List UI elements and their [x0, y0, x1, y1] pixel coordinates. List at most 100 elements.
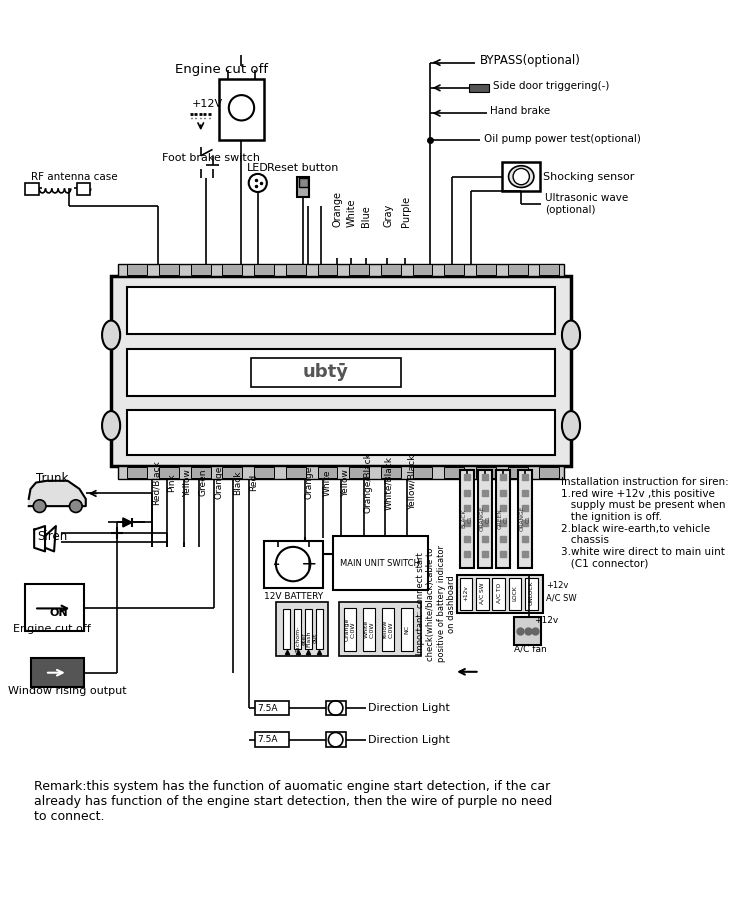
Bar — [128, 287, 555, 334]
Text: Oil pump power test(optional): Oil pump power test(optional) — [484, 133, 641, 144]
Bar — [469, 85, 489, 93]
Bar — [496, 470, 510, 568]
Bar — [264, 541, 323, 588]
Bar — [381, 265, 400, 275]
Bar — [503, 162, 540, 191]
Bar — [286, 467, 306, 478]
Text: White/Black: White/Black — [385, 455, 394, 509]
Bar — [444, 265, 464, 275]
Text: BLACK
C1: BLACK C1 — [461, 509, 472, 528]
Bar — [276, 602, 328, 656]
Bar — [382, 608, 394, 651]
Bar — [350, 467, 369, 478]
Text: Direction Light: Direction Light — [368, 703, 450, 713]
Bar — [508, 467, 527, 478]
Circle shape — [70, 500, 82, 512]
Bar — [476, 467, 496, 478]
Text: +12v: +12v — [534, 616, 558, 625]
Text: 12V BATTERY: 12V BATTERY — [263, 592, 322, 601]
Bar — [400, 608, 413, 651]
Text: Green: Green — [199, 469, 208, 496]
Text: Direction Light: Direction Light — [368, 734, 450, 744]
Ellipse shape — [102, 320, 120, 349]
Bar — [251, 357, 400, 387]
Text: LED: LED — [247, 163, 268, 173]
Bar — [118, 264, 564, 276]
Bar — [539, 467, 560, 478]
Bar — [350, 265, 369, 275]
Bar — [460, 578, 472, 610]
Text: Installation instruction for siren:
1.red wire +12v ,this positive
   supply mus: Installation instruction for siren: 1.re… — [561, 477, 729, 569]
Bar — [298, 178, 307, 187]
Text: +12V: +12V — [192, 99, 223, 109]
Bar — [304, 609, 312, 649]
Text: A/C TO: A/C TO — [496, 583, 501, 603]
Bar — [111, 276, 571, 466]
Circle shape — [33, 500, 46, 512]
Bar — [25, 584, 84, 631]
Polygon shape — [123, 518, 132, 527]
Text: Red: Red — [249, 474, 258, 491]
Ellipse shape — [562, 320, 580, 349]
Text: Yellow
C:0W: Yellow C:0W — [382, 619, 394, 639]
Text: Red/Black: Red/Black — [152, 460, 160, 505]
Bar — [255, 733, 290, 747]
Bar — [457, 575, 543, 613]
Text: ON: ON — [49, 608, 68, 618]
Text: Important: connect start
check(white/black)cable to
positive of battery indicato: Important: connect start check(white/bla… — [416, 545, 456, 662]
Text: White: White — [347, 199, 357, 228]
Text: Pink: Pink — [167, 473, 176, 492]
Text: Blue: Blue — [362, 205, 371, 228]
Bar — [460, 470, 474, 568]
Bar — [128, 265, 147, 275]
Text: Orange: Orange — [214, 466, 223, 500]
Bar — [514, 617, 542, 644]
Bar — [381, 467, 400, 478]
Ellipse shape — [102, 411, 120, 440]
Text: BYPASS(optional): BYPASS(optional) — [479, 54, 580, 68]
Text: Orange: Orange — [304, 466, 313, 500]
Bar — [286, 265, 306, 275]
Bar — [317, 265, 338, 275]
Ellipse shape — [509, 166, 534, 187]
Text: Engine cut off: Engine cut off — [175, 62, 268, 76]
Text: Ultrasonic wave
(optional): Ultrasonic wave (optional) — [544, 193, 628, 214]
Text: UNLOCK: UNLOCK — [529, 580, 534, 605]
Bar — [294, 609, 302, 649]
Bar — [297, 176, 309, 196]
Bar — [444, 467, 464, 478]
Text: Purple: Purple — [401, 196, 411, 228]
Bar — [190, 467, 211, 478]
Text: Foot brake switch: Foot brake switch — [162, 154, 260, 164]
Text: RF antenna case: RF antenna case — [31, 172, 117, 182]
Text: A/C SW: A/C SW — [480, 582, 484, 604]
Polygon shape — [28, 481, 86, 506]
Text: Gray: Gray — [383, 204, 393, 228]
Text: Yellow: Yellow — [184, 469, 193, 497]
Bar — [159, 265, 179, 275]
Text: Yellow: Yellow — [341, 469, 350, 497]
Text: Orange
C:0W: Orange C:0W — [345, 617, 355, 641]
Text: White
C:0W: White C:0W — [364, 620, 374, 638]
Bar — [255, 701, 290, 716]
Bar — [32, 658, 84, 688]
Text: ORANGE
C1: ORANGE C1 — [520, 506, 530, 532]
Circle shape — [513, 168, 529, 184]
Bar — [254, 467, 274, 478]
Bar — [190, 265, 211, 275]
Text: ORANGE
C1: ORANGE C1 — [479, 506, 490, 532]
Bar — [128, 467, 147, 478]
Bar — [219, 79, 264, 140]
Text: Tachom-
eter: Tachom- eter — [296, 626, 307, 652]
Text: Remark:this system has the function of auomatic engine start detection, if the c: Remark:this system has the function of a… — [34, 780, 553, 824]
Ellipse shape — [562, 411, 580, 440]
Text: +12v: +12v — [546, 581, 568, 590]
Text: Yellow/Black: Yellow/Black — [407, 454, 416, 510]
Text: +12v: +12v — [464, 585, 469, 601]
Bar — [508, 265, 527, 275]
Bar — [128, 410, 555, 455]
Bar — [476, 578, 489, 610]
Bar — [317, 467, 338, 478]
Bar — [413, 467, 433, 478]
Bar — [254, 265, 274, 275]
